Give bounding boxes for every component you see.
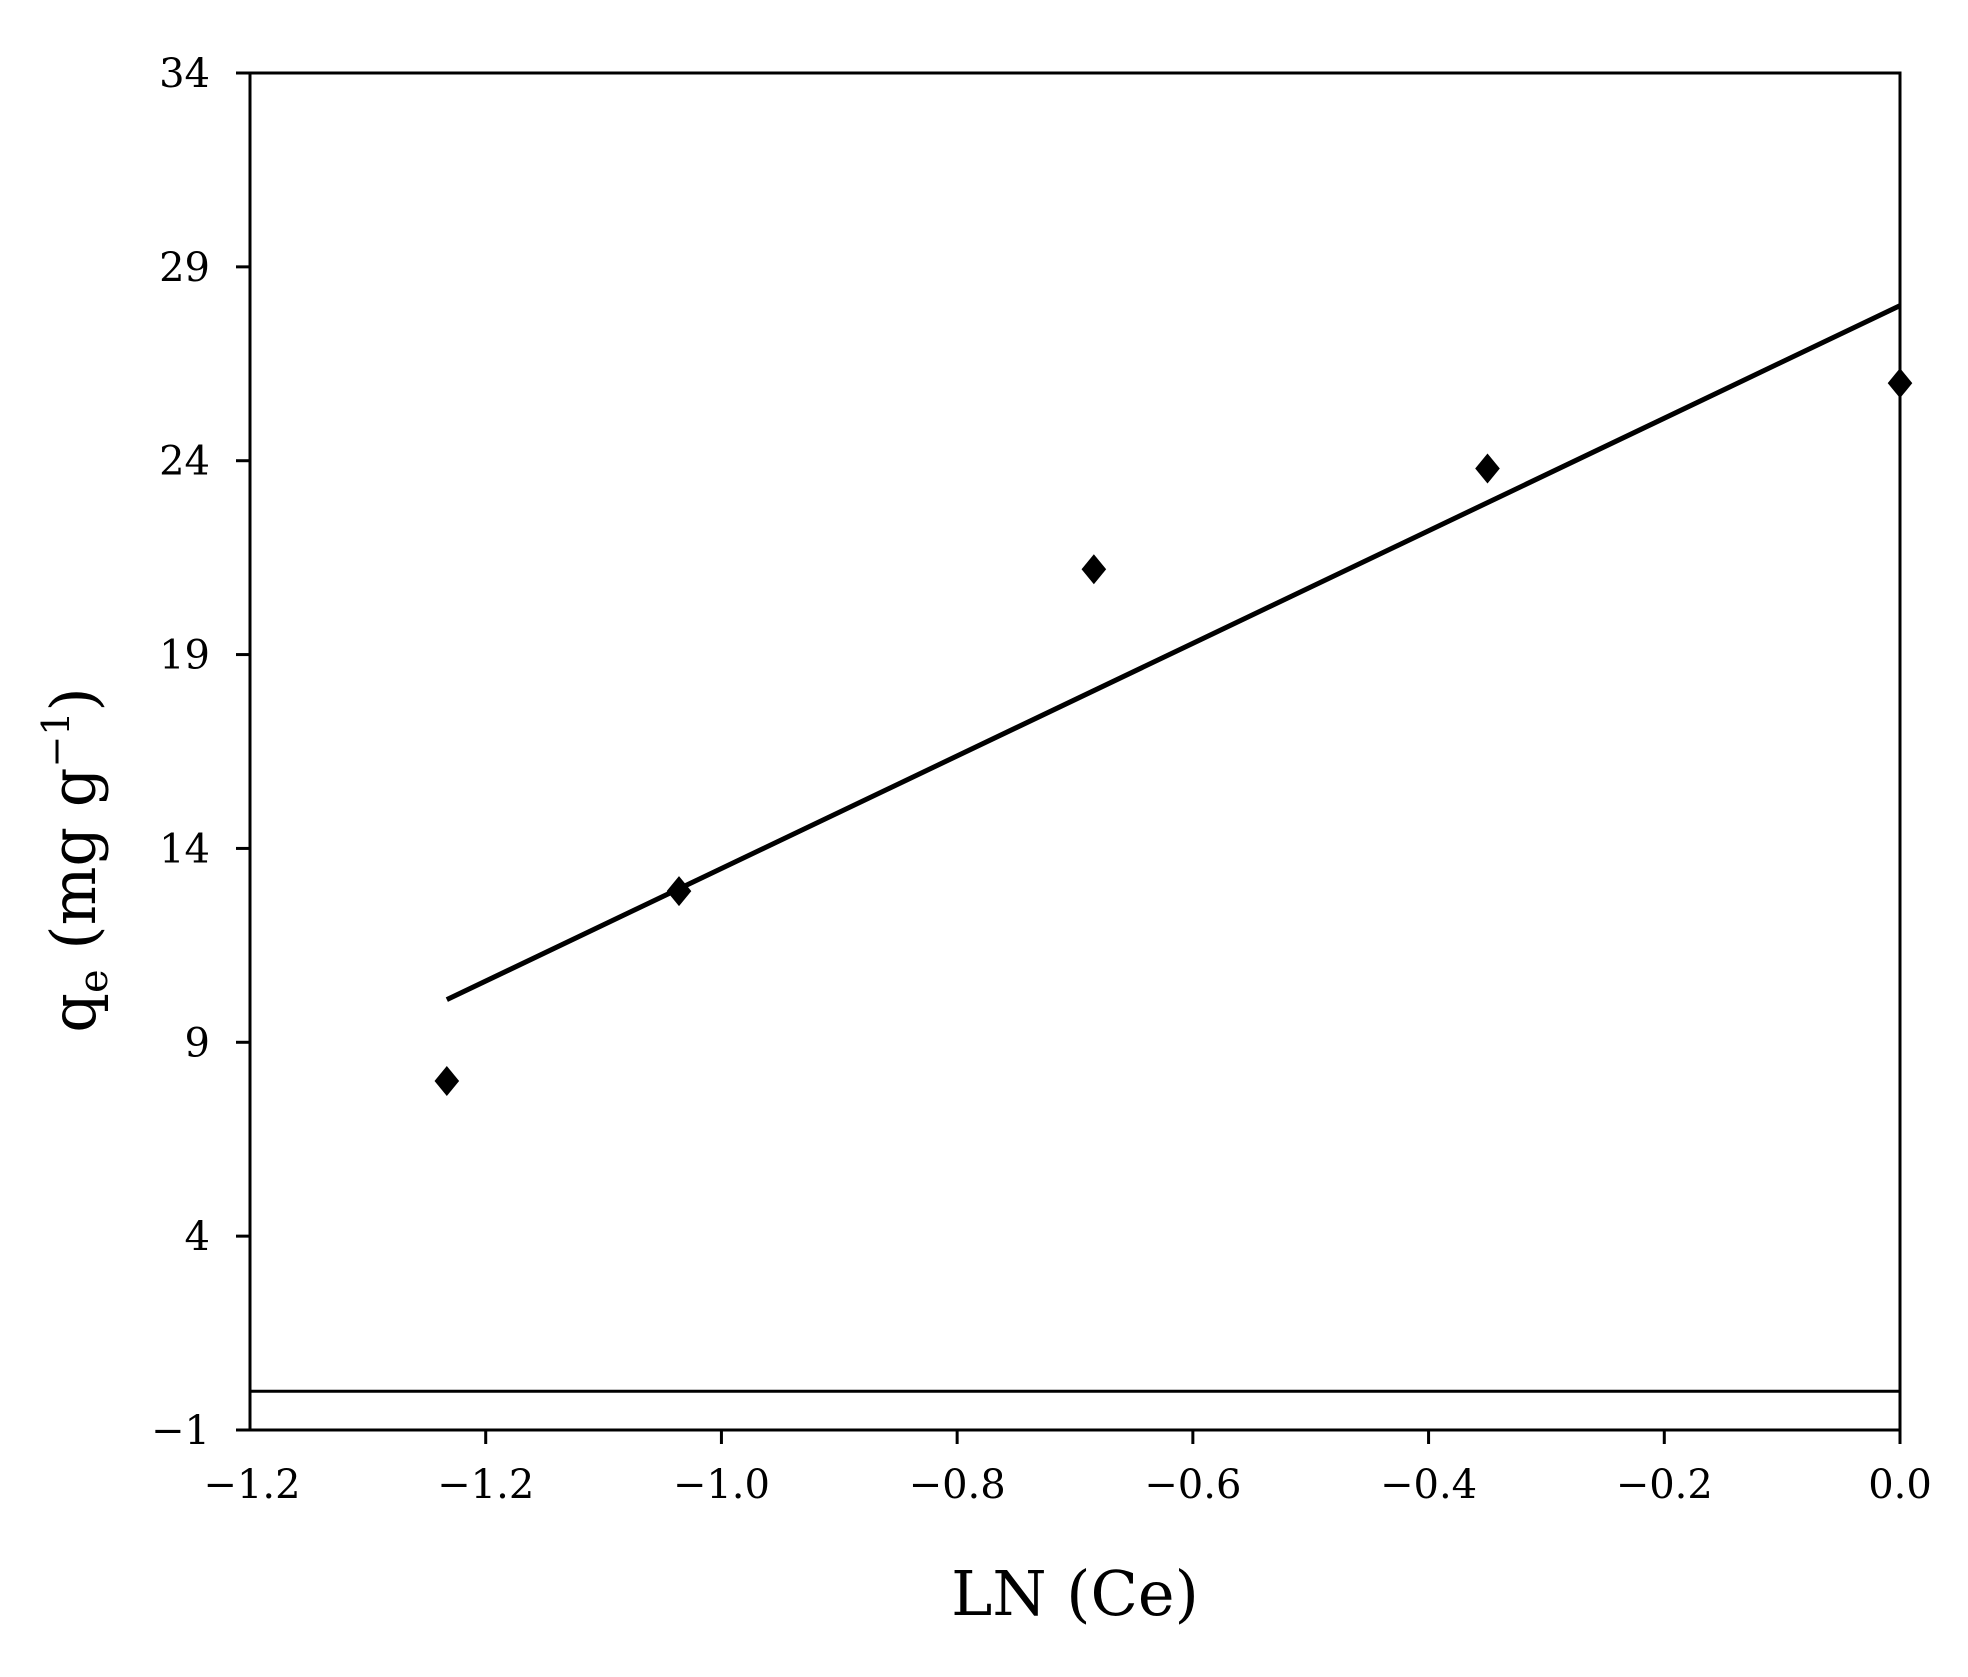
trendline bbox=[445, 303, 1902, 1002]
x-tick-label: −0.4 bbox=[1380, 1462, 1477, 1508]
plot-frame-layer bbox=[248, 71, 1902, 1432]
x-tick-label: −1.0 bbox=[673, 1462, 770, 1508]
plot-frame bbox=[248, 71, 1902, 1432]
y-tick-label: 4 bbox=[185, 1214, 210, 1260]
label-layer: LN (Ce)qe (mg g−1) bbox=[34, 687, 1199, 1630]
x-tick-label: −0.6 bbox=[1144, 1462, 1241, 1508]
data-point bbox=[1081, 554, 1107, 585]
y-tick-label: 14 bbox=[159, 826, 210, 872]
y-tick-label: 34 bbox=[159, 51, 210, 97]
data-point bbox=[666, 876, 692, 907]
data-point bbox=[1887, 368, 1913, 399]
tick-layer: −1 4 9 14 19 24 29 34 −1.2 −1.0 −0.8 −0.6 −0.4 −0.2 0.… bbox=[151, 51, 1932, 1508]
data-point bbox=[434, 1066, 460, 1097]
x-tick-label: 0.0 bbox=[1868, 1462, 1932, 1508]
y-tick-label: 24 bbox=[159, 439, 210, 485]
y-tick-label: 29 bbox=[159, 245, 210, 291]
x-axis-title: LN (Ce) bbox=[951, 1557, 1199, 1630]
y-axis-title-superscript: −1 bbox=[34, 712, 78, 768]
y-axis-title-close: ) bbox=[37, 687, 110, 711]
y-axis-title: qe (mg g−1) bbox=[34, 687, 117, 1032]
y-axis-title-main: q bbox=[37, 993, 110, 1033]
y-axis-title-subscript: e bbox=[71, 969, 117, 993]
x-tick-label: −1.2 bbox=[203, 1462, 300, 1508]
y-tick-label: 19 bbox=[159, 633, 210, 679]
y-axis-title-unit: (mg g bbox=[37, 768, 110, 970]
x-tick-label: −1.2 bbox=[437, 1462, 534, 1508]
y-tick-label: −1 bbox=[151, 1408, 210, 1454]
x-tick-label: −0.8 bbox=[909, 1462, 1006, 1508]
points-layer bbox=[434, 368, 1913, 1097]
y-tick-label: 9 bbox=[185, 1020, 210, 1066]
trendline-layer bbox=[445, 303, 1902, 1002]
data-point bbox=[1475, 453, 1500, 484]
x-tick-label: −0.2 bbox=[1616, 1462, 1713, 1508]
